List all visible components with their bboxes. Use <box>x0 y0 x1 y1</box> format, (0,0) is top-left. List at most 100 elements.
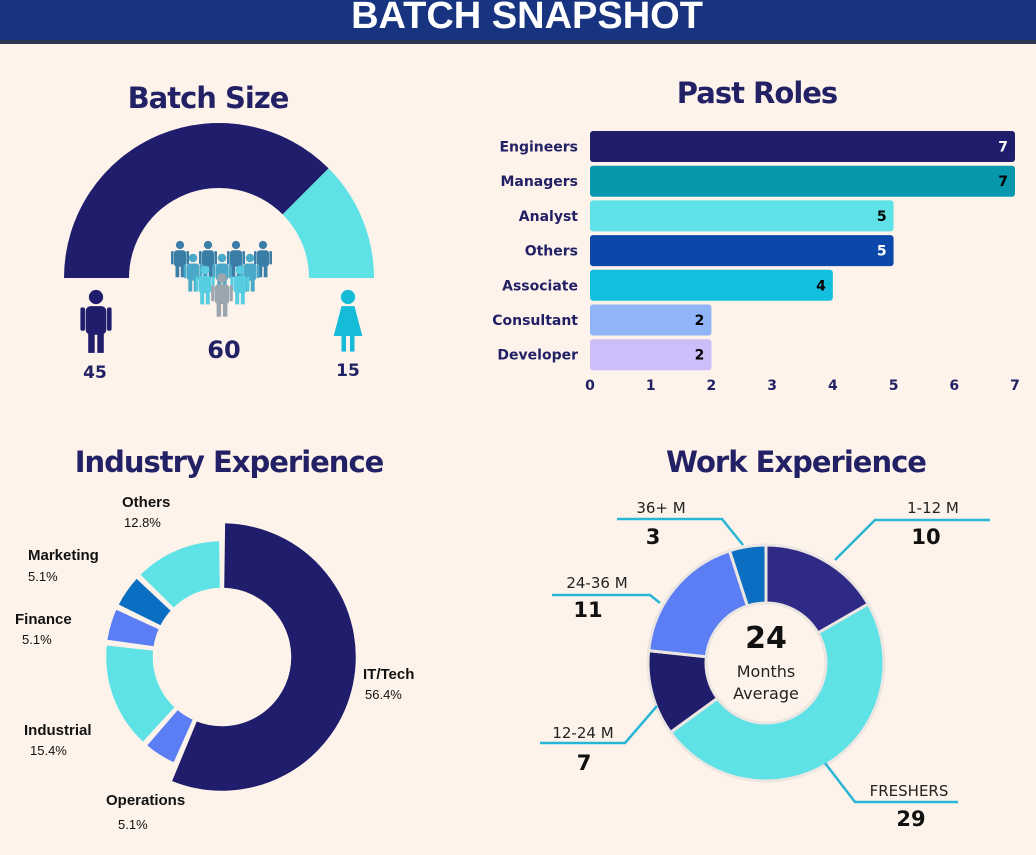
leg <box>88 330 95 353</box>
leg <box>97 330 104 353</box>
head <box>217 253 227 263</box>
donut-segment-freshers <box>668 601 886 783</box>
body <box>174 250 186 267</box>
head <box>340 289 356 305</box>
head <box>217 273 227 283</box>
bar-category-label: Others <box>525 244 578 260</box>
body <box>214 284 230 305</box>
segment-percent: 12.8% <box>124 515 161 530</box>
page-title: BATCH SNAPSHOT <box>351 0 703 37</box>
body <box>233 275 247 294</box>
bar-category-label: Consultant <box>492 313 578 329</box>
arm <box>183 264 187 279</box>
arm <box>80 307 85 331</box>
header-bar <box>0 0 1036 42</box>
leg <box>258 264 263 278</box>
segment-percent: 5.1% <box>28 569 58 584</box>
work-experience-title: Work Experience <box>666 445 926 479</box>
leg <box>222 301 228 317</box>
segment-percent: 15.4% <box>30 743 67 758</box>
average-label: Months <box>737 662 795 681</box>
leg <box>263 264 268 278</box>
leader-line <box>834 518 990 561</box>
segment-label: Others <box>122 494 170 511</box>
donut-segment-finance <box>104 606 162 650</box>
leg <box>175 264 180 278</box>
people-group-icon <box>211 273 233 317</box>
batch-size-title: Batch Size <box>128 81 289 115</box>
segment-label: Operations <box>106 792 185 809</box>
head <box>245 253 255 263</box>
segment-label: FRESHERS <box>870 782 949 800</box>
segment-label: 24-36 M <box>566 574 627 592</box>
leg <box>341 334 347 352</box>
leg <box>240 290 245 305</box>
leg <box>250 278 255 292</box>
segment-label: Industrial <box>24 722 92 739</box>
head <box>200 265 210 275</box>
x-tick-label: 5 <box>889 378 899 394</box>
leg <box>200 290 205 305</box>
segment-value: 29 <box>896 807 925 831</box>
head <box>88 289 104 305</box>
x-tick-label: 1 <box>646 378 656 394</box>
work-experience-chart: 24 Months Average 1-12 M 10 FRESHERS 29 12-24 M… <box>540 499 990 831</box>
industry-experience-chart: IT/Tech 56.4% Operations 5.1% Industrial 15.4… <box>15 494 414 832</box>
leg <box>180 264 185 278</box>
arm <box>186 251 189 265</box>
segment-label: 1-12 M <box>907 499 959 517</box>
body <box>202 250 214 267</box>
donut-segment-36-m <box>727 543 768 608</box>
bar-developer <box>590 339 712 371</box>
segment-label: Marketing <box>28 547 99 564</box>
bar-value-label: 7 <box>998 140 1008 156</box>
bar-value-label: 7 <box>998 174 1008 190</box>
segment-label: IT/Tech <box>363 666 414 683</box>
leg <box>208 264 213 278</box>
segment-value: 10 <box>911 525 940 549</box>
head <box>175 240 185 250</box>
bar-value-label: 5 <box>877 244 887 260</box>
x-tick-label: 2 <box>707 378 717 394</box>
people-group-icon <box>171 240 189 278</box>
bar-value-label: 2 <box>695 313 705 329</box>
bar-value-label: 5 <box>877 209 887 225</box>
arm <box>171 251 174 265</box>
body <box>186 263 200 281</box>
donut-segment-it-tech <box>168 520 359 794</box>
donut-segment-marketing <box>115 575 175 629</box>
arm <box>107 307 112 331</box>
leg <box>216 301 222 317</box>
head <box>235 265 245 275</box>
industry-experience-title: Industry Experience <box>75 445 384 479</box>
head <box>203 240 213 250</box>
arm <box>212 264 216 279</box>
average-value: 24 <box>745 621 787 656</box>
arm <box>254 251 257 265</box>
half-donut-segment-male <box>64 122 329 279</box>
batch-total: 60 <box>207 336 240 364</box>
people-group-icon <box>199 240 217 278</box>
bar-associate <box>590 269 833 301</box>
x-tick-label: 0 <box>585 378 595 394</box>
arm <box>211 285 215 302</box>
bar-engineers <box>590 131 1015 162</box>
donut-segment-24-36-m <box>646 548 750 659</box>
arm <box>229 285 233 302</box>
leader-line <box>540 705 658 745</box>
female-icon <box>333 289 363 352</box>
header-shadow <box>0 40 1036 44</box>
people-group-icon <box>195 265 215 305</box>
x-tick-label: 4 <box>828 378 838 394</box>
people-group-icon <box>254 240 272 278</box>
head <box>231 240 241 250</box>
average-label: Average <box>733 684 799 703</box>
arm <box>269 251 272 265</box>
half-donut-segment-female <box>282 168 374 278</box>
bar-category-label: Associate <box>502 278 578 294</box>
segment-percent: 5.1% <box>118 817 148 832</box>
segment-percent: 56.4% <box>365 687 402 702</box>
arm <box>199 251 202 265</box>
bar-consultant <box>590 304 712 336</box>
